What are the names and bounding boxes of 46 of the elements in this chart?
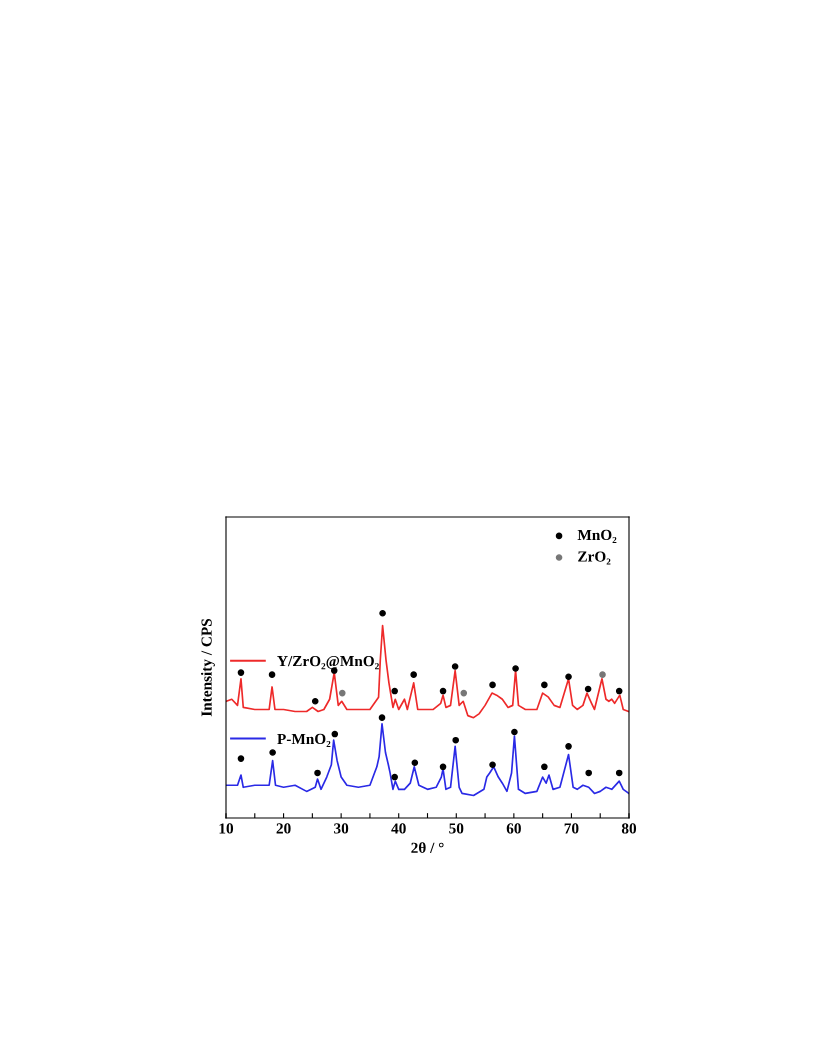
x-tick-label: 30 xyxy=(334,823,349,834)
point xyxy=(237,755,245,762)
x-tick-label: 40 xyxy=(391,823,406,834)
point xyxy=(378,714,386,721)
point xyxy=(584,685,592,693)
point xyxy=(541,763,548,771)
point xyxy=(565,673,572,681)
x-tick-label: 50 xyxy=(449,823,464,834)
point xyxy=(489,681,496,689)
point xyxy=(410,671,417,678)
x-tick-label: 20 xyxy=(276,823,291,834)
point xyxy=(339,689,346,697)
point xyxy=(411,759,419,767)
x-axis-title: 2θ / ° xyxy=(411,842,444,854)
point xyxy=(391,687,398,695)
x-tick-label: 60 xyxy=(506,823,521,834)
point xyxy=(452,736,460,744)
y-axis-title: Intensity / CPS xyxy=(200,618,215,717)
point xyxy=(489,761,496,769)
legend-label: P-MnO₂ xyxy=(277,733,331,747)
point xyxy=(511,728,518,736)
x-tick-label: 10 xyxy=(219,823,234,834)
point xyxy=(541,681,548,689)
point xyxy=(565,743,572,750)
point xyxy=(615,769,623,777)
point xyxy=(451,663,459,670)
point xyxy=(311,697,319,705)
point xyxy=(615,687,623,695)
point xyxy=(314,769,321,777)
legend-label: Y/ZrO₂@MnO₂ xyxy=(277,655,379,670)
point xyxy=(379,609,386,617)
point xyxy=(439,687,447,695)
point xyxy=(391,773,398,781)
point xyxy=(268,671,276,678)
legend-label: ZrO₂ xyxy=(578,551,611,565)
point xyxy=(460,689,468,697)
point xyxy=(599,671,606,678)
point xyxy=(269,749,276,756)
x-tick-label: 80 xyxy=(621,823,637,834)
x-tick-label: 70 xyxy=(564,823,579,834)
point xyxy=(512,665,519,672)
point xyxy=(237,669,245,676)
point xyxy=(439,763,447,771)
legend-label: MnO₂ xyxy=(577,529,617,543)
point xyxy=(331,730,339,738)
point xyxy=(585,769,592,777)
